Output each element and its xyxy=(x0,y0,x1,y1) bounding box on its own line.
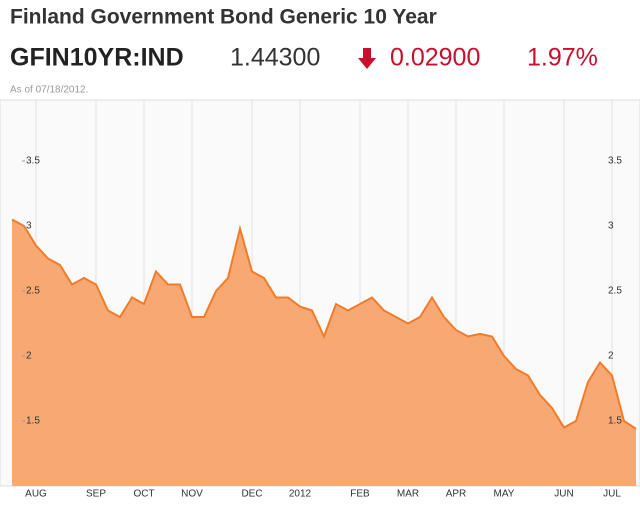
y-tick-label: 3 xyxy=(26,221,32,232)
y-tick-label-right: 3 xyxy=(608,221,614,232)
as-of: As of 07/18/2012. xyxy=(10,85,88,96)
line xyxy=(11,218,637,430)
x-tick-label: 2012 xyxy=(289,489,312,500)
change-pct: 1.97% xyxy=(527,44,598,72)
x-tick-label: APR xyxy=(446,489,467,500)
y-tick-label: 1.5 xyxy=(26,416,40,427)
title: Finland Government Bond Generic 10 Year xyxy=(10,6,437,29)
change: 0.02900 xyxy=(390,44,480,72)
x-tick-label: MAY xyxy=(494,489,515,500)
x-tick-label: JUL xyxy=(603,489,621,500)
y-tick-label-right: 2.5 xyxy=(608,286,622,297)
x-tick-label: SEP xyxy=(86,489,106,500)
x-tick-label: OCT xyxy=(133,489,154,500)
down-arrow xyxy=(358,48,376,69)
y-tick-label-right: 1.5 xyxy=(608,416,622,427)
symbol: GFIN10YR:IND xyxy=(10,44,184,72)
x-tick-label: MAR xyxy=(397,489,419,500)
y-tick-label-right: 2 xyxy=(608,351,614,362)
x-tick-label: NOV xyxy=(181,489,203,500)
area-fill xyxy=(12,219,636,486)
y-tick-label: 3.5 xyxy=(26,156,40,167)
price: 1.44300 xyxy=(230,44,320,72)
y-tick-label-right: 3.5 xyxy=(608,156,622,167)
x-tick-label: AUG xyxy=(25,489,47,500)
x-tick-label: JUN xyxy=(554,489,573,500)
y-tick-label: 2 xyxy=(26,351,32,362)
y-tick-label: 2.5 xyxy=(26,286,40,297)
x-tick-label: FEB xyxy=(350,489,370,500)
x-tick-label: DEC xyxy=(241,489,262,500)
